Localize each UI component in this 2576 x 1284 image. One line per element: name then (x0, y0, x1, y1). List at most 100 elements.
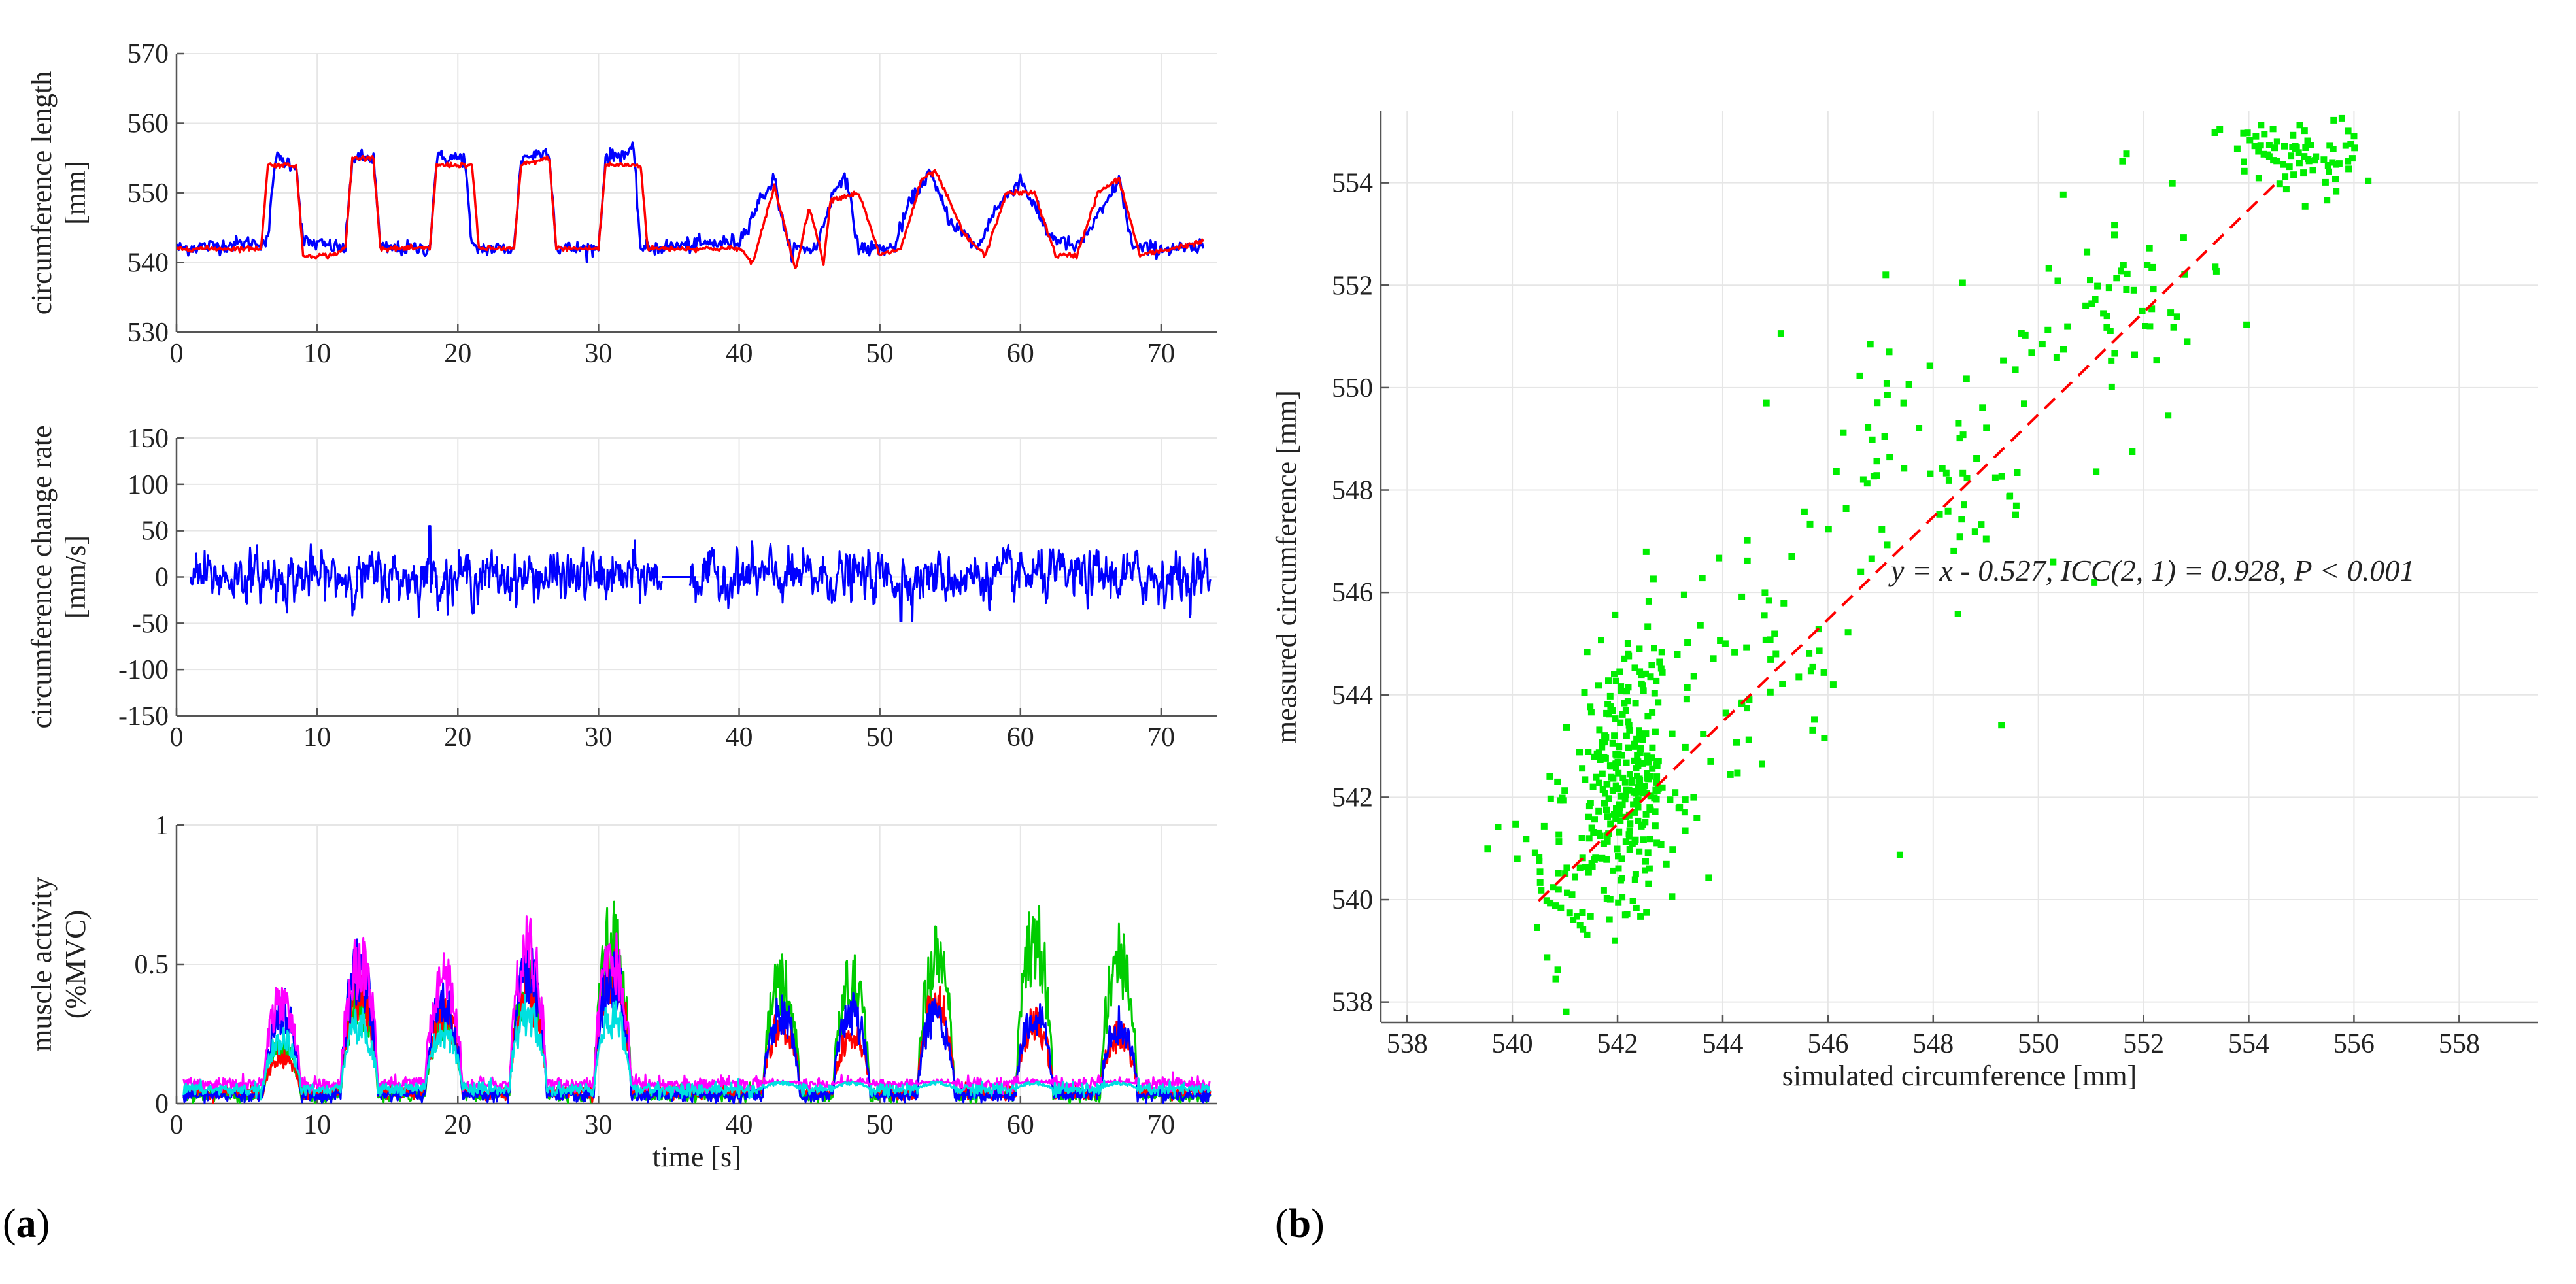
scatter-point (1598, 637, 1604, 644)
scatter-point (1733, 739, 1740, 746)
scatter-point (2264, 151, 2271, 158)
x-tick-label: 10 (303, 339, 331, 369)
scatter-point (1636, 645, 1643, 652)
x-tick-label: 548 (1912, 1029, 1954, 1059)
scatter-point (1588, 860, 1595, 867)
scatter-point (1722, 709, 1729, 717)
scatter-point (2345, 165, 2352, 173)
scatter-point (1643, 909, 1650, 916)
scatter-point (2167, 309, 2175, 316)
x-tick-label: 556 (2333, 1029, 2375, 1059)
scatter-point (1582, 776, 1589, 783)
x-tick-label: 30 (585, 339, 612, 369)
scatter-point (2000, 357, 2007, 364)
scatter-point (1601, 739, 1608, 746)
scatter-point (2292, 145, 2299, 152)
scatter-point (1896, 851, 1903, 858)
scatter-point (1629, 898, 1636, 904)
scatter-point (1651, 645, 1657, 652)
series-line-magenta (182, 915, 1211, 1096)
y-tick-label: 560 (127, 109, 169, 139)
scatter-point (1617, 877, 1624, 884)
scatter-point (2184, 338, 2191, 345)
scatter-point (2142, 323, 2148, 329)
scatter-point (1900, 399, 1907, 407)
scatter-point (2269, 126, 2277, 133)
scatter-point (1674, 651, 1681, 658)
scatter-point (1956, 533, 1963, 541)
scatter-point (1777, 330, 1784, 337)
x-axis-label: simulated circumference [mm] (1782, 1060, 2137, 1092)
scatter-point (1632, 871, 1639, 878)
y-tick-label: 550 (1332, 373, 1373, 403)
scatter-point (1651, 794, 1658, 802)
scatter-point (1684, 684, 1691, 691)
scatter-point (2348, 155, 2356, 162)
x-tick-label: 0 (170, 1110, 184, 1140)
scatter-point (2251, 143, 2258, 150)
x-tick-label: 10 (303, 722, 331, 752)
scatter-point (1616, 804, 1623, 811)
scatter-point (2014, 469, 2021, 476)
scatter-point (1865, 424, 1872, 431)
scatter-point (1544, 954, 1551, 961)
scatter-point (1625, 833, 1633, 840)
scatter-point (1613, 805, 1619, 812)
scatter-point (1639, 821, 1646, 828)
scatter-point (1772, 650, 1780, 658)
y-tick-label: 50 (141, 516, 169, 547)
x-tick-label: 538 (1387, 1029, 1428, 1059)
scatter-point (1746, 696, 1753, 703)
scatter-point (2007, 492, 2014, 499)
scatter-point (1638, 760, 1645, 767)
scatter-point (1806, 650, 1813, 657)
scatter-point (1599, 743, 1606, 751)
scatter-point (2091, 579, 2098, 586)
scatter-point (1611, 732, 1618, 739)
scatter-point (1681, 809, 1688, 816)
scatter-point (1658, 649, 1665, 656)
scatter-point (1669, 893, 1676, 900)
scatter-point (1646, 836, 1653, 843)
scatter-point (1609, 739, 1616, 747)
scatter-point (1631, 757, 1638, 764)
y-tick-label: -100 (118, 655, 169, 685)
scatter-point (2130, 286, 2137, 294)
scatter-point (1842, 505, 1850, 512)
scatter-point (1652, 728, 1659, 735)
scatter-point (2144, 262, 2151, 268)
scatter-point (1705, 874, 1712, 881)
scatter-point (1595, 807, 1602, 815)
scatter-point (1621, 911, 1629, 919)
scatter-point (2338, 114, 2345, 122)
scatter-point (1767, 636, 1774, 643)
scatter-point (2131, 351, 2138, 358)
scatter-point (1555, 870, 1562, 877)
scatter-point (2276, 180, 2283, 188)
scatter-point (1759, 760, 1765, 768)
scatter-point (1874, 399, 1881, 407)
scatter-point (1636, 749, 1644, 756)
scatter-point (2282, 173, 2289, 180)
scatter-point (1765, 597, 1772, 604)
scatter-point (1809, 726, 1816, 734)
y-tick-label: 554 (1332, 169, 1373, 199)
scatter-point (2094, 282, 2101, 290)
scatter-point (1991, 474, 1999, 481)
scatter-point (1869, 436, 1876, 443)
scatter-point (2326, 168, 2332, 175)
scatter-point (1878, 526, 1886, 533)
scatter-point (1635, 784, 1641, 791)
scatter-point (1936, 511, 1943, 518)
scatter-point (2105, 284, 2112, 292)
scatter-point (1635, 797, 1641, 804)
scatter-point (1536, 868, 1544, 875)
scatter-point (1616, 743, 1623, 750)
x-tick-label: 0 (170, 722, 184, 752)
scatter-point (1734, 769, 1741, 777)
scatter-point (1593, 773, 1600, 781)
scatter-point (1625, 718, 1632, 726)
scatter-point (1721, 640, 1729, 647)
series-line-simulated (177, 154, 1205, 269)
scatter-point (2296, 160, 2303, 167)
